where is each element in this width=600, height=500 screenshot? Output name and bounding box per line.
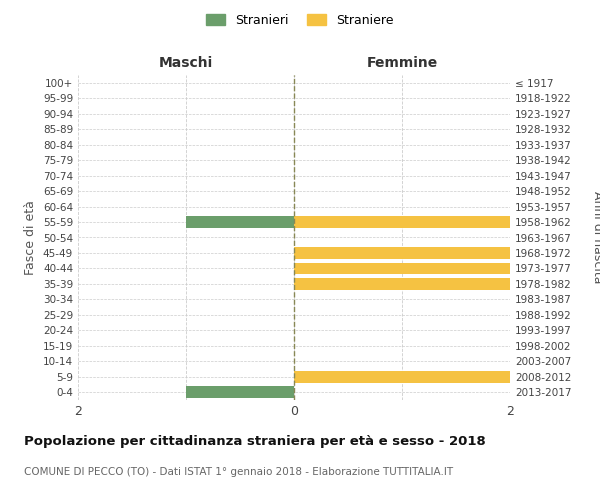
Bar (294, 371, 510, 382)
Text: COMUNE DI PECCO (TO) - Dati ISTAT 1° gennaio 2018 - Elaborazione TUTTITALIA.IT: COMUNE DI PECCO (TO) - Dati ISTAT 1° gen… (24, 467, 453, 477)
Bar (294, 278, 510, 289)
Y-axis label: Anni di nascita: Anni di nascita (591, 191, 600, 284)
Y-axis label: Fasce di età: Fasce di età (25, 200, 37, 275)
Bar (186, 216, 294, 228)
Text: Popolazione per cittadinanza straniera per età e sesso - 2018: Popolazione per cittadinanza straniera p… (24, 435, 486, 448)
Bar (294, 216, 510, 228)
Text: Maschi: Maschi (159, 56, 213, 70)
Text: Femmine: Femmine (367, 56, 437, 70)
Bar (186, 386, 294, 398)
Bar (294, 247, 510, 259)
Bar (294, 262, 510, 274)
Legend: Stranieri, Straniere: Stranieri, Straniere (202, 8, 398, 32)
